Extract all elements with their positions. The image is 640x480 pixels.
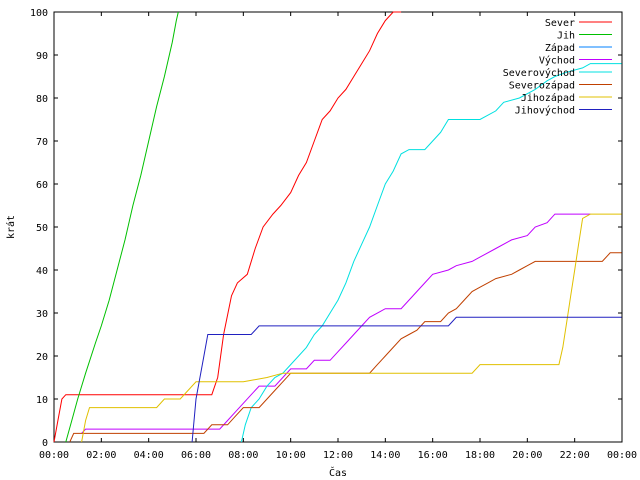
x-tick-label: 02:00: [86, 450, 116, 461]
y-axis-label: krát: [5, 215, 17, 239]
x-tick-label: 10:00: [276, 450, 306, 461]
y-tick-label: 70: [36, 137, 48, 148]
legend-label: Jihozápad: [521, 92, 575, 104]
y-tick-label: 40: [36, 266, 48, 277]
x-tick-label: 22:00: [560, 450, 590, 461]
y-tick-label: 100: [30, 8, 48, 19]
legend-label: Sever: [545, 18, 575, 29]
y-tick-label: 30: [36, 309, 48, 320]
y-tick-label: 10: [36, 395, 48, 406]
x-tick-label: 16:00: [418, 450, 448, 461]
y-tick-label: 0: [42, 438, 48, 449]
legend-label: Jih: [557, 31, 575, 42]
legend-label: Jihovýchod: [515, 105, 575, 117]
x-tick-label: 18:00: [465, 450, 495, 461]
series-lines: [53, 11, 622, 443]
series-line: [240, 63, 622, 443]
y-tick-label: 60: [36, 180, 48, 191]
x-tick-label: 04:00: [134, 450, 164, 461]
y-tick-label: 20: [36, 352, 48, 363]
x-axis-label: Čas: [329, 466, 347, 479]
series-line: [53, 11, 402, 443]
y-tick-label: 50: [36, 223, 48, 234]
series-line: [81, 213, 591, 434]
series-line: [69, 252, 622, 443]
y-tick-label: 80: [36, 94, 48, 105]
legend: Sever JihZápadVýchodSeverovýchodSeverozáp…: [503, 18, 612, 117]
series-line: [191, 316, 622, 443]
x-axis-ticks: 00:00 02:00 04:00 06:00 08:00 10:00 12:00 14:00…: [39, 12, 637, 461]
legend-label: Východ: [539, 55, 575, 67]
legend-label: Západ: [545, 42, 575, 54]
x-tick-label: 00:00: [607, 450, 637, 461]
series-line: [81, 213, 622, 443]
x-tick-label: 08:00: [228, 450, 258, 461]
x-tick-label: 20:00: [512, 450, 542, 461]
x-tick-label: 06:00: [181, 450, 211, 461]
x-tick-label: 12:00: [323, 450, 353, 461]
y-axis-ticks: 0 10 20 30 40 50 60 70 80 90 100: [30, 8, 622, 449]
legend-label: Severozápad: [509, 80, 575, 92]
x-tick-label: 14:00: [370, 450, 400, 461]
y-tick-label: 90: [36, 51, 48, 62]
series-line: [65, 11, 179, 443]
legend-label: Severovýchod: [503, 67, 575, 79]
x-tick-label: 00:00: [39, 450, 69, 461]
